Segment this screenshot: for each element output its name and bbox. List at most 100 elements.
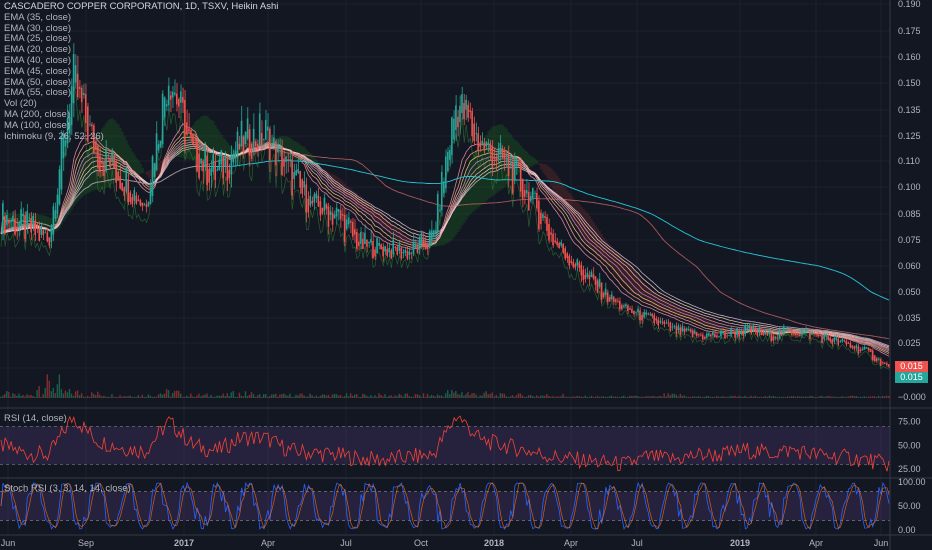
candle-body bbox=[309, 195, 312, 206]
candle-body bbox=[732, 332, 734, 333]
volume-bar bbox=[78, 395, 81, 398]
volume-bar bbox=[343, 396, 346, 398]
candle-body bbox=[689, 329, 692, 332]
volume-bar bbox=[817, 397, 819, 398]
candle-body bbox=[586, 272, 589, 277]
candle-body bbox=[673, 325, 676, 327]
candle-body bbox=[267, 126, 269, 131]
candle-body bbox=[653, 315, 655, 324]
volume-bar bbox=[790, 396, 793, 398]
volume-bar bbox=[370, 395, 372, 398]
volume-bar bbox=[467, 391, 469, 398]
candle-body bbox=[297, 169, 299, 173]
candle-body bbox=[420, 232, 423, 244]
volume-bar bbox=[724, 397, 726, 398]
volume-bar bbox=[32, 395, 34, 398]
candle-body bbox=[744, 325, 746, 335]
volume-bar bbox=[796, 396, 799, 398]
volume-bar bbox=[388, 395, 390, 398]
volume-bar bbox=[780, 397, 783, 398]
candle-body bbox=[414, 245, 417, 248]
candle-body bbox=[815, 333, 817, 335]
cloud-segment bbox=[214, 125, 217, 162]
volume-bar bbox=[139, 397, 141, 398]
cloud-segment bbox=[588, 215, 591, 249]
cloud-segment bbox=[447, 221, 450, 243]
volume-bar bbox=[655, 397, 657, 398]
candle-body bbox=[360, 231, 362, 244]
candle-body bbox=[635, 311, 637, 313]
volume-bar bbox=[732, 396, 734, 398]
cloud-segment bbox=[455, 201, 458, 235]
cloud-segment bbox=[693, 314, 697, 322]
volume-bar bbox=[182, 397, 184, 398]
volume-bar bbox=[184, 397, 186, 398]
candle-body bbox=[109, 158, 111, 168]
candle-body bbox=[56, 194, 59, 214]
cloud-segment bbox=[147, 170, 150, 178]
volume-bar bbox=[534, 396, 536, 398]
candle-body bbox=[509, 162, 512, 164]
cloud-segment bbox=[404, 236, 407, 244]
ema-line bbox=[0, 145, 890, 348]
volume-bar bbox=[62, 393, 65, 398]
volume-bar bbox=[327, 394, 330, 398]
candle-body bbox=[408, 251, 411, 256]
candle-body bbox=[406, 251, 409, 259]
volume-bar bbox=[44, 387, 46, 398]
candle-body bbox=[226, 160, 229, 181]
volume-bar bbox=[758, 397, 760, 398]
candle-body bbox=[792, 332, 795, 335]
volume-bar bbox=[155, 397, 158, 398]
volume-bar bbox=[768, 395, 771, 398]
cloud-segment bbox=[200, 116, 203, 162]
candle-body bbox=[165, 104, 168, 107]
cloud-segment bbox=[635, 272, 638, 296]
candle-body bbox=[311, 200, 314, 204]
candle-body bbox=[667, 322, 670, 324]
candle-body bbox=[600, 282, 603, 300]
volume-bar bbox=[788, 396, 791, 398]
candle-body bbox=[386, 248, 388, 256]
secondary-price-tag: 0.015 bbox=[895, 372, 928, 383]
candle-body bbox=[426, 245, 429, 250]
candle-body bbox=[614, 299, 617, 302]
candle-body bbox=[159, 141, 162, 148]
candle-body bbox=[404, 249, 407, 253]
candle-body bbox=[705, 333, 708, 338]
volume-bar bbox=[277, 397, 279, 398]
cloud-segment bbox=[400, 232, 403, 242]
cloud-segment bbox=[548, 166, 551, 183]
volume-bar bbox=[683, 395, 686, 398]
candle-body bbox=[4, 216, 6, 234]
cloud-segment bbox=[374, 208, 377, 223]
volume-bar bbox=[760, 397, 762, 398]
volume-bar bbox=[34, 397, 36, 398]
candle-body bbox=[841, 339, 844, 342]
volume-bar bbox=[618, 397, 621, 398]
candle-body bbox=[523, 190, 526, 197]
cloud-segment bbox=[724, 326, 727, 331]
cloud-segment bbox=[550, 168, 553, 187]
volume-bar bbox=[200, 396, 202, 398]
cloud-segment bbox=[531, 157, 535, 166]
volume-bar bbox=[479, 395, 481, 398]
volume-bar bbox=[218, 395, 220, 398]
volume-bar bbox=[54, 393, 57, 398]
candle-body bbox=[285, 156, 287, 162]
volume-bar bbox=[353, 394, 356, 398]
stoch-d-line bbox=[0, 482, 890, 530]
volume-bar bbox=[554, 397, 556, 398]
volume-bar bbox=[390, 395, 392, 398]
volume-bar bbox=[281, 393, 283, 398]
cloud-segment bbox=[697, 316, 701, 324]
volume-bar bbox=[556, 396, 558, 398]
volume-bar bbox=[222, 393, 224, 398]
candle-body bbox=[859, 349, 862, 351]
volume-bar bbox=[216, 395, 218, 398]
candle-body bbox=[210, 168, 212, 176]
candle-body bbox=[244, 131, 247, 145]
cloud-segment bbox=[115, 122, 118, 182]
volume-bar bbox=[509, 396, 512, 398]
